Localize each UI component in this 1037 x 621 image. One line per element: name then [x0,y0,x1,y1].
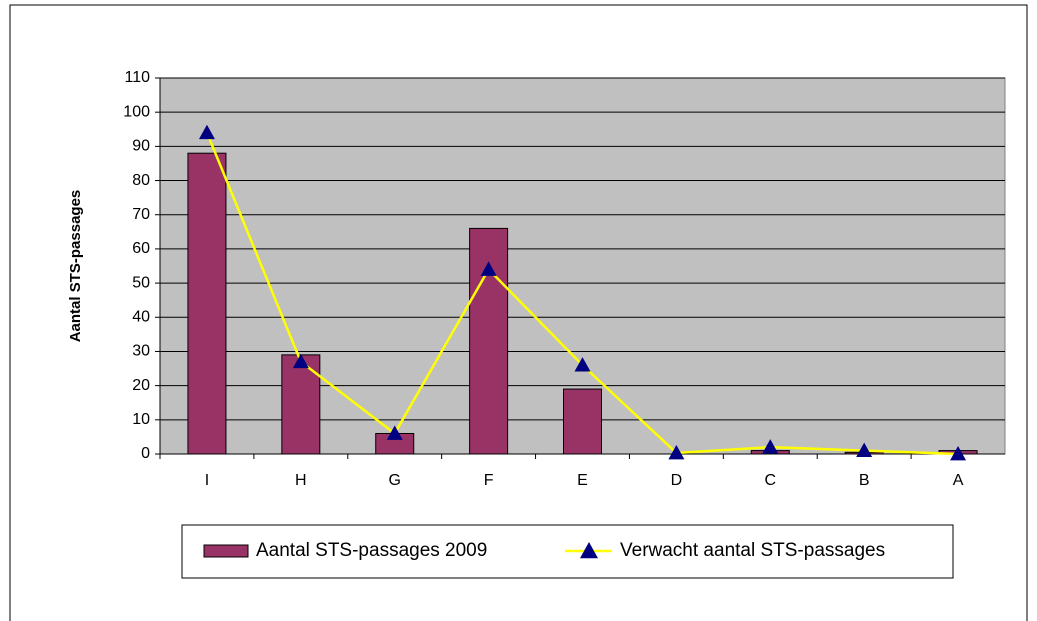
x-tick-label: C [764,472,776,489]
y-tick-label: 90 [132,138,150,155]
y-tick-label: 60 [132,240,150,257]
chart-frame [9,4,1028,621]
y-tick-label: 40 [132,308,150,325]
marker [480,261,497,276]
x-tick-label: G [388,472,400,489]
y-axis-label: Aantal STS-passages [67,190,84,343]
x-tick-label: I [205,472,209,489]
y-tick-label: 50 [132,274,150,291]
marker [762,439,779,454]
x-tick-label: D [671,472,683,489]
y-tick-label: 20 [132,377,150,394]
x-tick-label: B [859,472,870,489]
x-tick-label: H [295,472,307,489]
marker [386,425,403,440]
marker [668,444,685,460]
y-tick-label: 10 [132,411,150,428]
bar [187,152,227,455]
y-tick-label: 100 [123,103,150,120]
bar [563,388,602,455]
y-tick-label: 70 [132,206,150,223]
x-tick-label: E [577,472,588,489]
legend-label: Verwacht aantal STS-passages [620,540,885,561]
legend-marker [580,542,598,559]
y-tick-label: 30 [132,343,150,360]
marker [856,442,873,457]
marker [198,124,215,140]
legend-label: Aantal STS-passages 2009 [256,540,487,561]
marker [292,353,309,369]
y-tick-label: 110 [124,69,150,86]
legend-swatch [203,544,249,558]
y-tick-label: 0 [141,445,150,462]
x-tick-label: F [484,472,494,489]
marker [950,446,967,461]
x-tick-label: A [953,472,964,489]
marker [574,357,591,372]
y-tick-label: 80 [132,172,150,189]
bar [281,354,321,455]
